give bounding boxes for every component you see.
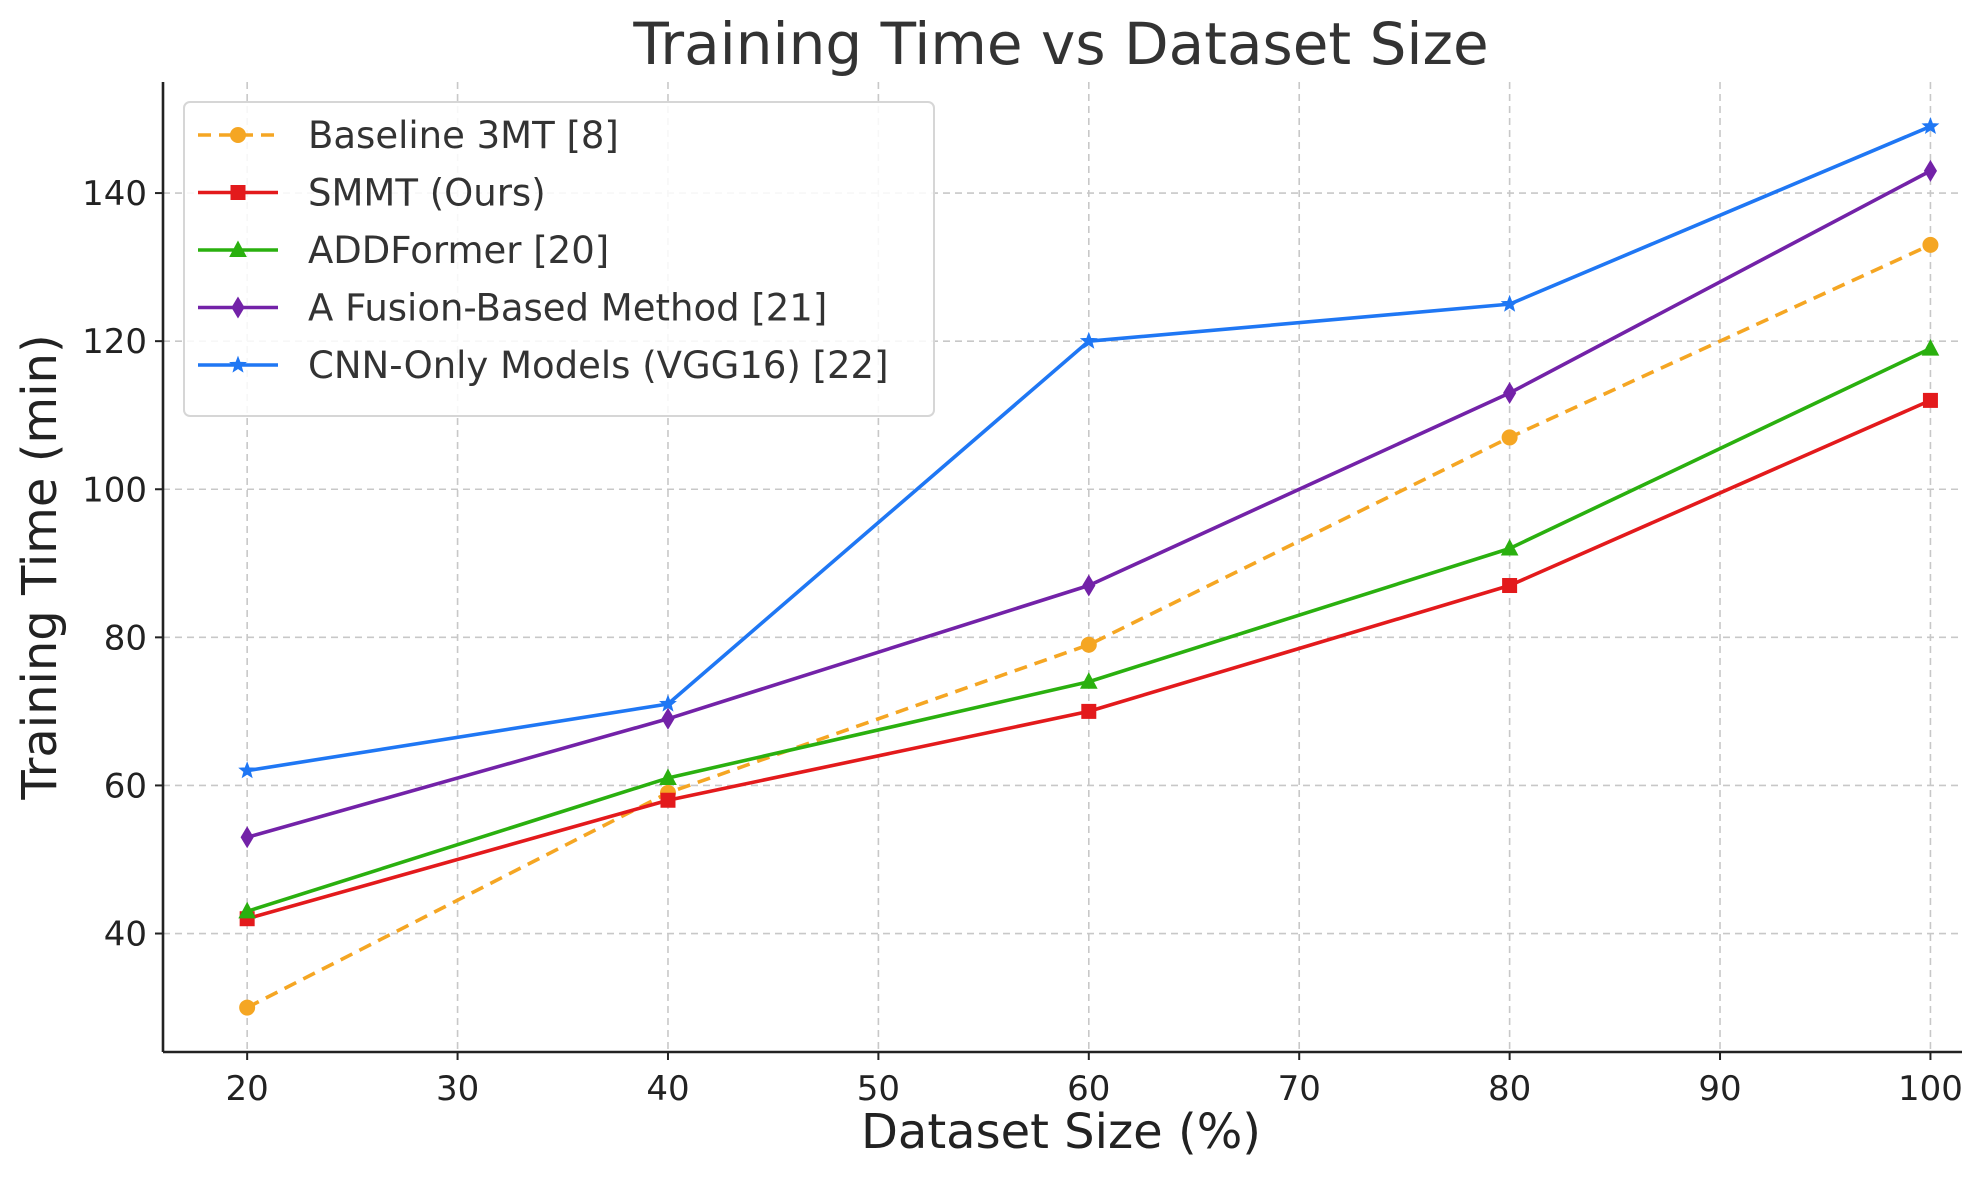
x-tick-label: 30 [436, 1069, 479, 1109]
data-point-marker [1079, 331, 1098, 349]
data-point-marker [1082, 574, 1096, 597]
x-tick-label: 70 [1278, 1069, 1321, 1109]
data-point-marker [239, 999, 256, 1016]
legend-marker [230, 127, 246, 143]
y-axis-label: Training Time (min) [12, 334, 68, 800]
x-tick-label: 20 [226, 1069, 269, 1109]
chart-title: Training Time vs Dataset Size [632, 10, 1488, 78]
data-point-marker [660, 792, 676, 808]
data-point-marker [240, 826, 254, 849]
data-point-marker [659, 694, 677, 712]
data-point-marker [238, 901, 256, 919]
legend: Baseline 3MT [8] SMMT (Ours) ADDFormer [20… [183, 101, 935, 417]
series-lines [238, 117, 1940, 1016]
legend-marker [230, 185, 246, 200]
legend-label: SMMT (Ours) [308, 172, 546, 215]
x-tick-label: 90 [1698, 1069, 1741, 1109]
series-2 [239, 392, 1938, 927]
data-point-marker [1922, 392, 1938, 408]
y-tick-label: 80 [104, 618, 147, 658]
legend-item: CNN-Only Models (VGG16) [22] [198, 344, 889, 387]
data-point-marker [1501, 429, 1518, 446]
legend-marker [231, 296, 245, 319]
data-point-marker [238, 761, 257, 779]
legend-item: Baseline 3MT [8] [198, 114, 619, 157]
legend-label: A Fusion-Based Method [21] [308, 287, 827, 330]
series-line [246, 243, 1932, 1010]
data-point-marker [1922, 236, 1939, 253]
series-3 [238, 339, 1940, 919]
legend-item: SMMT (Ours) [198, 172, 546, 215]
y-tick-label: 120 [82, 322, 147, 362]
x-tick-label: 100 [1898, 1069, 1963, 1109]
x-tick-label: 80 [1488, 1069, 1531, 1109]
legend-label: Baseline 3MT [8] [308, 114, 619, 157]
legend-item: A Fusion-Based Method [21] [198, 287, 827, 330]
series-4 [240, 159, 1938, 849]
data-point-marker [1921, 339, 1940, 356]
y-tick-label: 60 [104, 766, 147, 806]
legend-marker [229, 355, 247, 373]
axes: 20 30 40 50 60 70 80 90 100 40 60 80 100 120 140 [82, 82, 1963, 1109]
legend-marker [229, 240, 247, 257]
y-tick-label: 100 [82, 470, 147, 510]
data-point-marker [1500, 538, 1519, 556]
y-tick-label: 140 [82, 174, 147, 214]
x-tick-label: 60 [1067, 1069, 1110, 1109]
legend-label: CNN-Only Models (VGG16) [22] [308, 344, 889, 387]
data-point-marker [659, 768, 677, 786]
data-point-marker [1503, 382, 1517, 404]
x-tick-label: 40 [646, 1069, 689, 1109]
x-tick-label: 50 [857, 1069, 900, 1109]
data-point-marker [1502, 578, 1518, 594]
legend-box [183, 101, 935, 417]
data-point-marker [1081, 703, 1097, 719]
data-point-marker [1500, 294, 1519, 312]
data-point-marker [1079, 672, 1098, 689]
legend-item: ADDFormer [20] [198, 229, 609, 272]
data-point-marker [1921, 117, 1940, 135]
x-axis-label: Dataset Size (%) [861, 1104, 1261, 1160]
legend-label: ADDFormer [20] [308, 229, 609, 272]
y-tick-label: 40 [104, 915, 147, 955]
data-point-marker [1080, 636, 1097, 653]
series-5 [238, 117, 1940, 779]
data-point-marker [1923, 159, 1938, 182]
data-point-marker [661, 707, 675, 730]
